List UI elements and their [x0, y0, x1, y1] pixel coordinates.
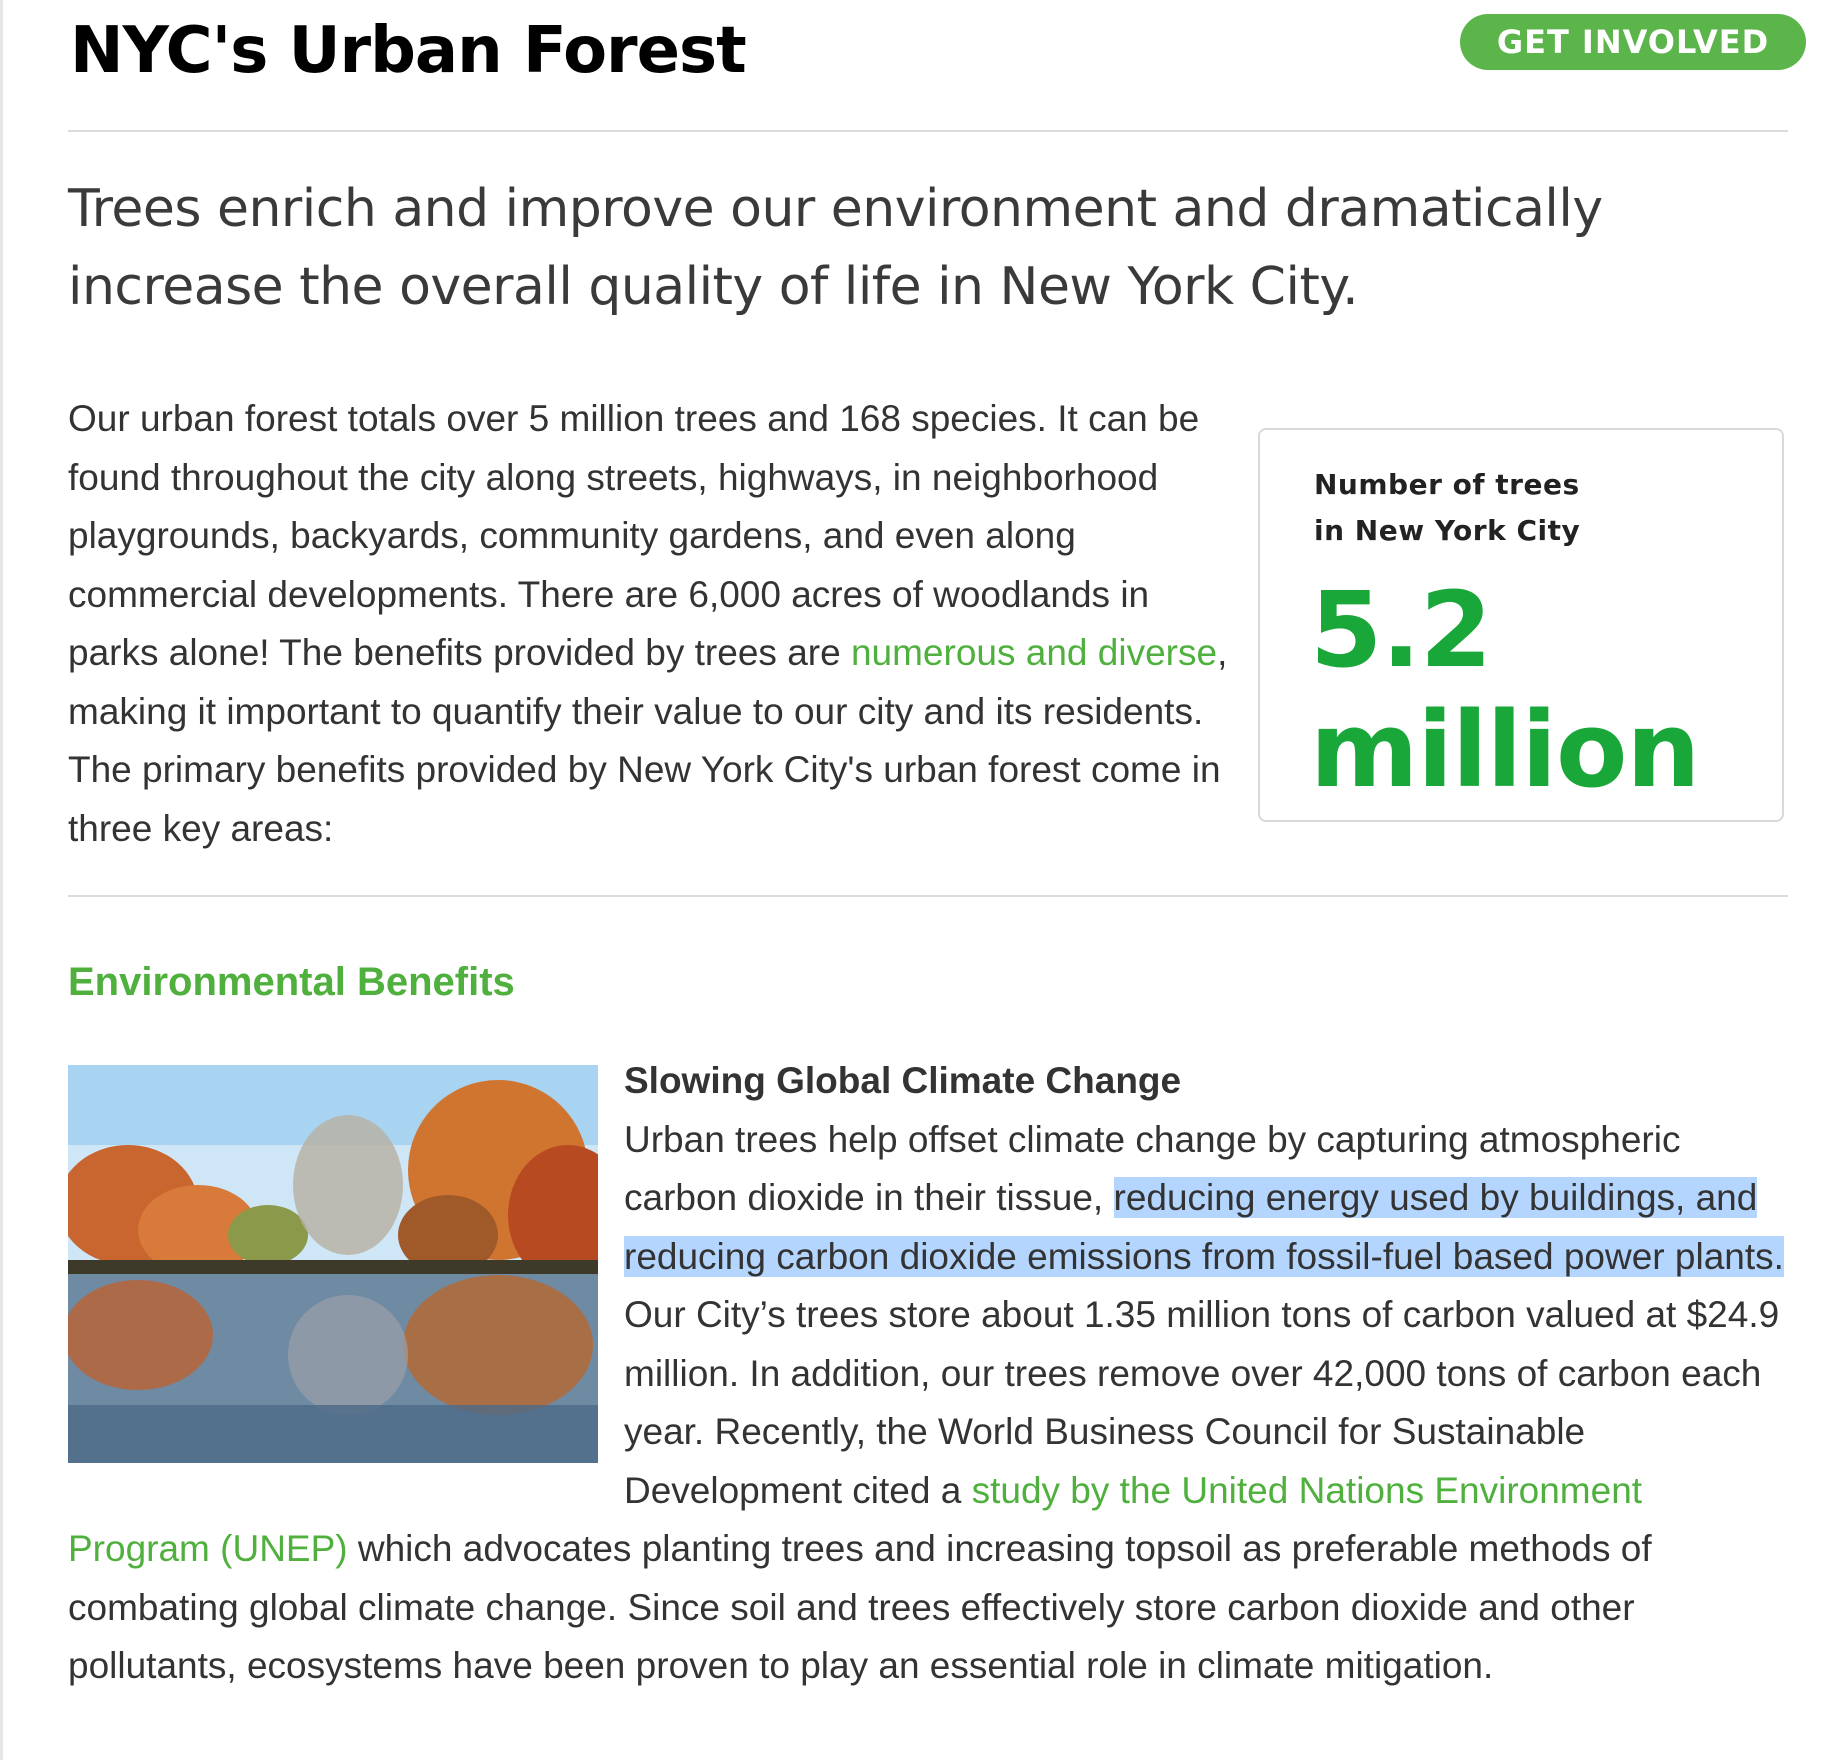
section-divider [68, 895, 1788, 897]
page-content: NYC's Urban Forest GET INVOLVED Trees en… [68, 0, 1806, 1686]
intro-paragraph: Our urban forest totals over 5 million t… [68, 390, 1238, 858]
numerous-and-diverse-link[interactable]: numerous and diverse [850, 632, 1218, 673]
autumn-pond-illustration [68, 1065, 598, 1463]
climate-change-subheading: Slowing Global Climate Change [624, 1060, 1182, 1101]
stat-value-number: 5.2 [1310, 569, 1492, 691]
lead-statement: Trees enrich and improve our environment… [68, 179, 1603, 317]
page-header: NYC's Urban Forest GET INVOLVED [68, 0, 1806, 130]
climate-text-part3: which advocates planting trees and incre… [68, 1528, 1652, 1686]
stat-value-unit: million [1310, 689, 1700, 811]
climate-text-part1: Urban trees help offset climate change b… [624, 1118, 1681, 1219]
header-divider [68, 130, 1788, 132]
stat-caption: Number of trees in New York City [1314, 462, 1754, 554]
stat-value: 5.2 million [1310, 570, 1780, 810]
tree-count-stat-box: Number of trees in New York City 5.2 mil… [1258, 428, 1784, 822]
intro-text: Our urban forest totals over 5 million t… [68, 398, 1200, 673]
intro-text-continued: , making it important to quantify their … [68, 632, 1228, 849]
left-border [0, 0, 3, 1760]
climate-change-paragraph: Slowing Global Climate Change Urban trees… [68, 1052, 1788, 1696]
unep-study-link[interactable]: study by the United Nations Environment … [68, 1469, 1643, 1570]
autumn-pond-photo [68, 1065, 598, 1463]
stat-caption-line2: in New York City [1314, 514, 1581, 547]
get-involved-button[interactable]: GET INVOLVED [1460, 14, 1806, 70]
climate-text-part2: Our City’s trees store about 1.35 millio… [624, 1294, 1780, 1511]
page-title: NYC's Urban Forest [70, 14, 747, 88]
photo-spacer [68, 1052, 624, 1468]
environmental-benefits-heading: Environmental Benefits [68, 960, 515, 1004]
stat-caption-line1: Number of trees [1314, 468, 1580, 501]
